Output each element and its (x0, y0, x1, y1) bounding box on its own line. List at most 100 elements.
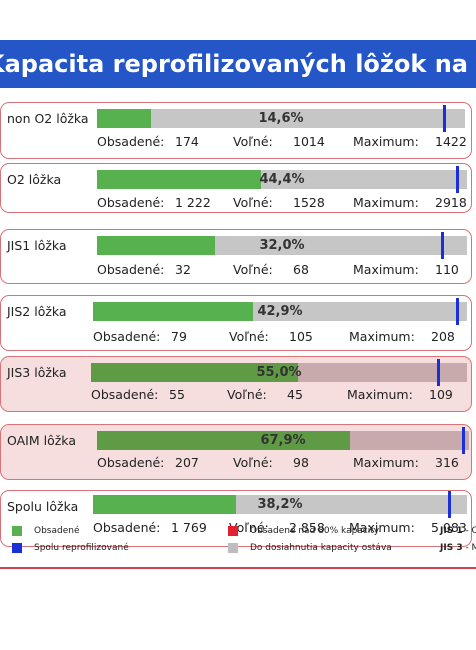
occupancy-percent: 67,9% (260, 433, 306, 448)
capacity-card: JIS2 lôžka 42,9% Obsadené: 79 Voľné: 105 Maxim… (0, 295, 472, 351)
free-label: Voľné: (233, 262, 273, 277)
occupied-value: 1 769 (171, 520, 207, 535)
legend-jis3-desc: - M (465, 543, 476, 553)
occupancy-percent: 55,0% (256, 365, 302, 380)
occupied-fill (91, 363, 298, 382)
remaining-swatch-icon (228, 543, 238, 553)
capacity-bar: 42,9% (93, 298, 467, 325)
card-stats: Obsadené: 207 Voľné: 98 Maximum: 316 (97, 455, 469, 471)
occupied-label: Obsadené: (93, 520, 161, 535)
card-label: OAIM lôžka (7, 433, 76, 448)
occupied-value: 79 (171, 329, 187, 344)
occupied-fill (97, 431, 350, 450)
free-value: 1528 (293, 195, 325, 210)
maximum-value: 2918 (435, 195, 467, 210)
header-banner: Kapacita reprofilizovaných lôžok na Slov… (0, 40, 476, 88)
card-stats: Obsadené: 32 Voľné: 68 Maximum: 110 (97, 262, 467, 278)
maximum-label: Maximum: (353, 262, 419, 277)
maximum-label: Maximum: (349, 520, 415, 535)
reprofiled-marker (455, 298, 459, 325)
legend-jis1-code: JIS 1 (440, 526, 463, 536)
capacity-card: O2 lôžka 44,4% Obsadené: 1 222 Voľné: 1528 Max… (0, 163, 472, 213)
card-label: JIS1 lôžka (7, 238, 67, 253)
capacity-card: Spolu lôžka 38,2% Obsadené: 1 769 Voľné: 2 85… (0, 490, 472, 547)
capacity-card: non O2 lôžka 14,6% Obsadené: 174 Voľné: 1014 M… (0, 102, 472, 159)
legend: Obsadené Spolu reprofilizované Obsadené … (0, 518, 476, 558)
maximum-label: Maximum: (353, 134, 419, 149)
occupied-value: 174 (175, 134, 199, 149)
card-label: non O2 lôžka (7, 111, 89, 126)
card-stats: Obsadené: 174 Voľné: 1014 Maximum: 1422 (97, 134, 467, 150)
free-label: Voľné: (233, 195, 273, 210)
occupied-swatch-icon (12, 526, 22, 536)
capacity-card: JIS1 lôžka 32,0% Obsadené: 32 Voľné: 68 Maximu… (0, 229, 472, 284)
card-stats: Obsadené: 79 Voľné: 105 Maximum: 208 (93, 329, 467, 345)
occupied-fill (93, 302, 254, 321)
capacity-bar: 67,9% (97, 427, 469, 454)
maximum-label: Maximum: (353, 455, 419, 470)
free-value: 2 858 (289, 520, 325, 535)
capacity-bar: 14,6% (97, 105, 465, 132)
occupied-label: Obsadené: (97, 455, 165, 470)
reprofiled-marker (461, 427, 465, 454)
occupancy-percent: 38,2% (257, 497, 303, 512)
free-label: Voľné: (229, 520, 269, 535)
free-value: 45 (287, 387, 303, 402)
legend-jis3-code: JIS 3 (440, 543, 463, 553)
occupied-value: 1 222 (175, 195, 211, 210)
maximum-value: 316 (435, 455, 459, 470)
page-title: Kapacita reprofilizovaných lôžok na Slov… (0, 50, 476, 78)
card-stats: Obsadené: 1 769 Voľné: 2 858 Maximum: 5 083 (93, 520, 467, 536)
occupied-value: 32 (175, 262, 191, 277)
card-stats: Obsadené: 1 222 Voľné: 1528 Maximum: 2918 (97, 195, 467, 211)
occupied-label: Obsadené: (97, 262, 165, 277)
occupied-label: Obsadené: (97, 195, 165, 210)
free-value: 68 (293, 262, 309, 277)
free-label: Voľné: (233, 455, 273, 470)
occupied-label: Obsadené: (91, 387, 159, 402)
occupied-fill (97, 170, 262, 189)
maximum-label: Maximum: (353, 195, 419, 210)
legend-remaining: Do dosiahnutia kapacity ostáva (250, 543, 392, 553)
card-label: O2 lôžka (7, 172, 62, 187)
occupancy-percent: 32,0% (259, 238, 305, 253)
reprofiled-marker (455, 166, 459, 193)
capacity-bar: 32,0% (97, 232, 467, 259)
legend-over80: Obsadené nad 80% kapacity (250, 526, 380, 536)
maximum-label: Maximum: (347, 387, 413, 402)
maximum-value: 5 083 (431, 520, 467, 535)
capacity-card: OAIM lôžka 67,9% Obsadené: 207 Voľné: 98 Maxim… (0, 424, 472, 480)
card-label: JIS3 lôžka (7, 365, 67, 380)
occupied-label: Obsadené: (97, 134, 165, 149)
card-stats: Obsadené: 55 Voľné: 45 Maximum: 109 (91, 387, 467, 403)
maximum-value: 110 (435, 262, 459, 277)
legend-jis1: JIS 1 - C (440, 526, 476, 536)
reprofiled-marker (436, 359, 440, 386)
capacity-panel: Kapacita reprofilizovaných lôžok na Slov… (0, 40, 476, 569)
reprofiled-swatch-icon (12, 543, 22, 553)
maximum-value: 109 (429, 387, 453, 402)
occupied-fill (93, 495, 236, 514)
legend-occupied: Obsadené (34, 526, 80, 536)
free-value: 98 (293, 455, 309, 470)
occupied-fill (97, 236, 216, 255)
free-value: 1014 (293, 134, 325, 149)
occupied-value: 207 (175, 455, 199, 470)
occupied-label: Obsadené: (93, 329, 161, 344)
capacity-bar: 38,2% (93, 491, 467, 518)
reprofiled-marker (441, 232, 445, 259)
card-label: Spolu lôžka (7, 499, 79, 514)
occupied-fill (97, 109, 151, 128)
reprofiled-marker (442, 105, 446, 132)
legend-jis3: JIS 3 - M (440, 543, 476, 553)
capacity-bar: 44,4% (97, 166, 467, 193)
free-label: Voľné: (233, 134, 273, 149)
legend-reprofiled: Spolu reprofilizované (34, 543, 129, 553)
maximum-value: 1422 (435, 134, 467, 149)
occupancy-percent: 42,9% (257, 304, 303, 319)
free-value: 105 (289, 329, 313, 344)
capacity-card: JIS3 lôžka 55,0% Obsadené: 55 Voľné: 45 Maximu… (0, 356, 472, 412)
occupied-value: 55 (169, 387, 185, 402)
free-label: Voľné: (229, 329, 269, 344)
occupancy-percent: 44,4% (259, 172, 305, 187)
